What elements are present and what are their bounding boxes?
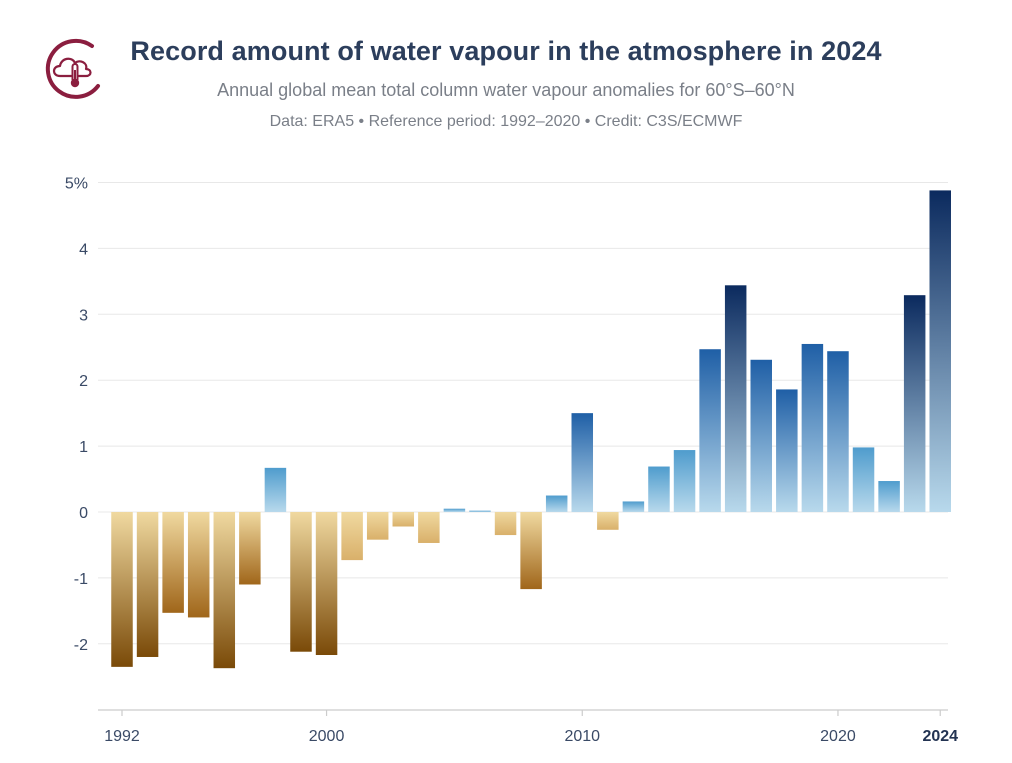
bar-2005 bbox=[443, 508, 466, 512]
bar-2019 bbox=[801, 343, 824, 512]
bar-1994 bbox=[162, 512, 184, 613]
bar-2014 bbox=[673, 450, 696, 512]
x-tick-label: 2024 bbox=[922, 728, 958, 745]
bar-1996 bbox=[213, 512, 236, 669]
bar-2023 bbox=[903, 295, 926, 512]
bar-2007 bbox=[494, 512, 517, 536]
bar-2018 bbox=[776, 389, 798, 512]
bar-2000 bbox=[315, 512, 338, 656]
bar-2024 bbox=[929, 190, 951, 512]
x-tick-label: 2010 bbox=[564, 728, 600, 745]
bar-2001 bbox=[341, 512, 363, 561]
bar-2016 bbox=[724, 285, 747, 512]
bar-1995 bbox=[187, 512, 210, 618]
bar-1993 bbox=[136, 512, 159, 657]
bar-2020 bbox=[827, 351, 849, 512]
bar-2013 bbox=[648, 466, 670, 512]
y-tick-label: 3 bbox=[79, 307, 88, 324]
bar-1998 bbox=[264, 467, 287, 512]
bar-2010 bbox=[571, 413, 594, 512]
chart-subtitle: Annual global mean total column water va… bbox=[217, 80, 795, 100]
bar-2009 bbox=[545, 495, 568, 512]
y-tick-label: 4 bbox=[79, 241, 88, 258]
cloud-thermometer-icon bbox=[45, 38, 100, 99]
y-tick-label: -1 bbox=[74, 571, 88, 588]
y-tick-label: 2 bbox=[79, 373, 88, 390]
bar-2017 bbox=[750, 359, 772, 512]
x-tick-label: 2000 bbox=[309, 728, 345, 745]
bar-2008 bbox=[520, 512, 542, 590]
bars bbox=[111, 190, 951, 669]
bar-1992 bbox=[111, 512, 133, 667]
bar-2006 bbox=[469, 510, 491, 512]
y-tick-label: -2 bbox=[74, 637, 88, 654]
y-tick-label: 5% bbox=[65, 176, 88, 193]
bar-2015 bbox=[699, 349, 721, 512]
chart-credit: Data: ERA5 • Reference period: 1992–2020… bbox=[269, 113, 743, 130]
x-tick-label: 1992 bbox=[104, 728, 140, 745]
bar-1999 bbox=[290, 512, 312, 652]
bar-2022 bbox=[878, 481, 900, 512]
bar-2004 bbox=[418, 512, 440, 543]
bar-2003 bbox=[392, 512, 415, 527]
bar-2021 bbox=[852, 447, 875, 512]
x-tick-label: 2020 bbox=[820, 728, 856, 745]
y-tick-label: 1 bbox=[79, 439, 88, 456]
bar-1997 bbox=[239, 512, 261, 585]
bar-2012 bbox=[622, 501, 645, 512]
chart-title: Record amount of water vapour in the atm… bbox=[130, 36, 882, 66]
bar-2002 bbox=[366, 512, 389, 540]
axes: -2 -1 0 1 2 3 4 5% 1992 2000 2010 2020 2024 bbox=[65, 176, 958, 746]
y-tick-label: 0 bbox=[79, 505, 88, 522]
bar-2011 bbox=[597, 512, 619, 530]
